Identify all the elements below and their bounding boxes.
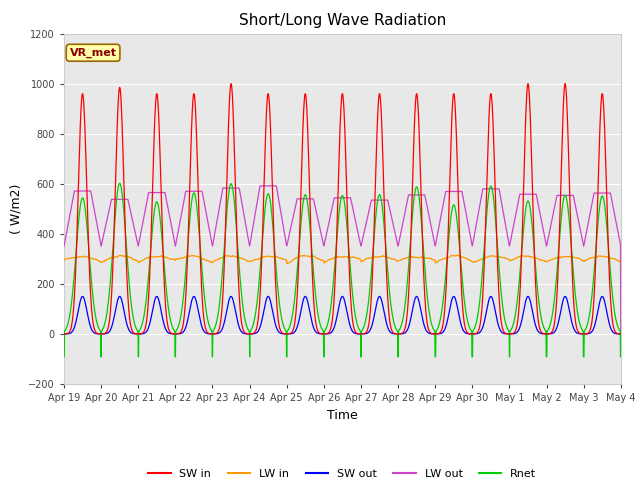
Legend: SW in, LW in, SW out, LW out, Rnet: SW in, LW in, SW out, LW out, Rnet bbox=[144, 465, 541, 480]
Title: Short/Long Wave Radiation: Short/Long Wave Radiation bbox=[239, 13, 446, 28]
Text: VR_met: VR_met bbox=[70, 48, 116, 58]
Y-axis label: ( W/m2): ( W/m2) bbox=[10, 184, 23, 234]
X-axis label: Time: Time bbox=[327, 408, 358, 421]
